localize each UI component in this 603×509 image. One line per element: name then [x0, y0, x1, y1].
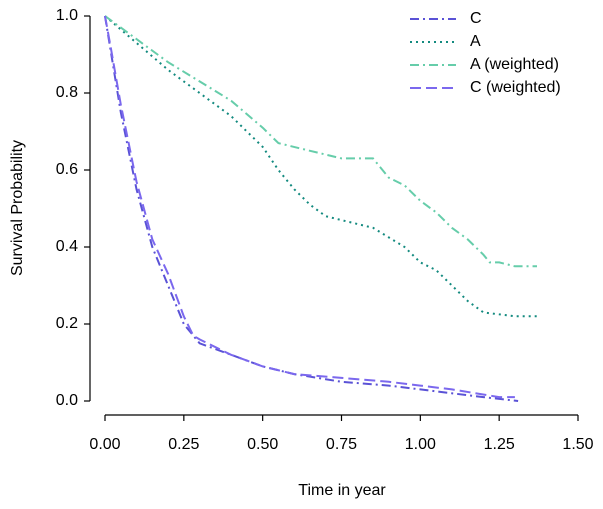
x-axis-label: Time in year: [298, 482, 386, 499]
x-tick-label: 0.50: [247, 436, 278, 453]
survival-line: [104, 15, 519, 402]
y-tick-label: 0.2: [56, 315, 78, 332]
x-tick-label: 0.25: [168, 436, 199, 453]
y-axis-label: Survival Probability: [9, 140, 26, 276]
y-tick-label: 0.0: [56, 392, 78, 409]
y-tick-label: 1.0: [56, 7, 78, 24]
x-tick-label: 0.00: [89, 436, 120, 453]
y-tick-label: 0.8: [56, 84, 78, 101]
y-tick-label: 0.6: [56, 161, 78, 178]
legend-label: C (weighted): [470, 79, 561, 96]
x-tick-label: 0.75: [326, 436, 357, 453]
y-tick-label: 0.4: [56, 238, 78, 255]
legend-label: A (weighted): [470, 56, 559, 73]
x-tick-label: 1.25: [484, 436, 515, 453]
survival-line: [104, 15, 537, 318]
legend-label: A: [470, 33, 481, 50]
survival-line: [104, 15, 537, 268]
x-tick-label: 1.00: [405, 436, 436, 453]
x-tick-label: 1.50: [562, 436, 593, 453]
survival-line: [104, 15, 515, 399]
legend-label: C: [470, 10, 482, 27]
